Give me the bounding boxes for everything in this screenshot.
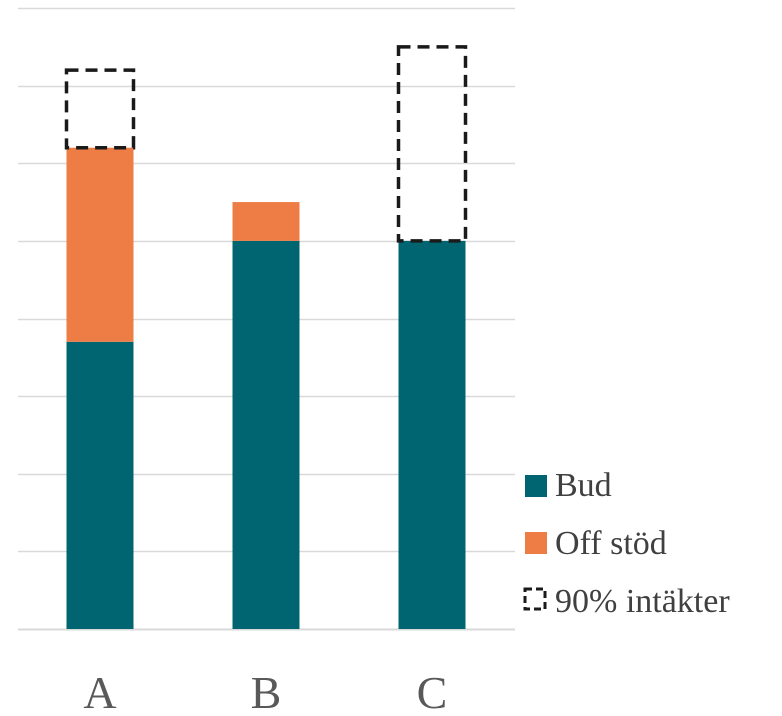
legend-label-off-stod: Off stöd	[555, 525, 667, 562]
legend-swatch-90-intakter	[523, 587, 547, 611]
legend-label-90-intakter: 90% intäkter	[555, 583, 730, 620]
legend-swatch-off-stod	[525, 532, 547, 554]
legend-item-90-intakter: 90% intäkter	[523, 583, 730, 620]
bars	[64, 45, 468, 629]
bar-off-st-d-b	[232, 202, 300, 241]
bar-off-st-d-a	[66, 147, 134, 342]
bar-bud-b	[232, 240, 300, 629]
bar-90-int-kter-c	[396, 45, 468, 243]
x-tick-label-c: C	[417, 667, 448, 711]
bar-bud-a	[66, 341, 134, 629]
legend: Bud Off stöd 90% intäkter	[523, 467, 730, 620]
bar-bud-c	[398, 240, 466, 629]
x-tick-label-b: B	[251, 667, 282, 711]
legend-swatch-bud	[525, 475, 547, 497]
bar-90-int-kter-a	[64, 68, 136, 150]
x-axis-labels: A B C	[83, 667, 448, 716]
legend-label-bud: Bud	[555, 467, 612, 504]
legend-item-bud: Bud	[525, 467, 612, 504]
legend-item-off-stod: Off stöd	[525, 525, 667, 562]
x-tick-label-a: A	[83, 667, 116, 711]
